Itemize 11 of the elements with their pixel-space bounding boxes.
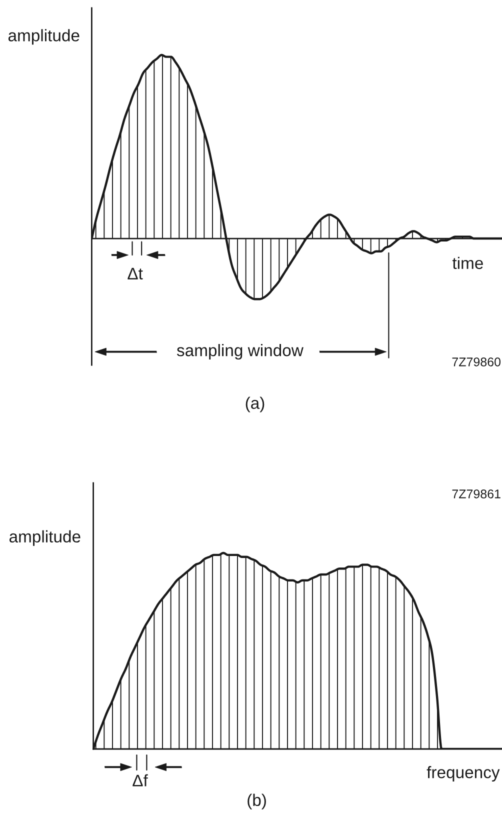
annotation: Δt xyxy=(128,268,143,280)
text: sampling window xyxy=(176,344,304,360)
text: 7Z79861 xyxy=(452,490,500,498)
y-axis-title: amplitude xyxy=(9,530,80,546)
text: 7Z79860 xyxy=(452,358,501,366)
text: (a) xyxy=(246,396,264,412)
y-axis-title: amplitude xyxy=(8,29,80,45)
text: Δf xyxy=(132,774,148,786)
x-axis-title: time xyxy=(452,256,483,270)
x-axis-title: frequency xyxy=(426,766,500,782)
text: (b) xyxy=(248,794,266,810)
